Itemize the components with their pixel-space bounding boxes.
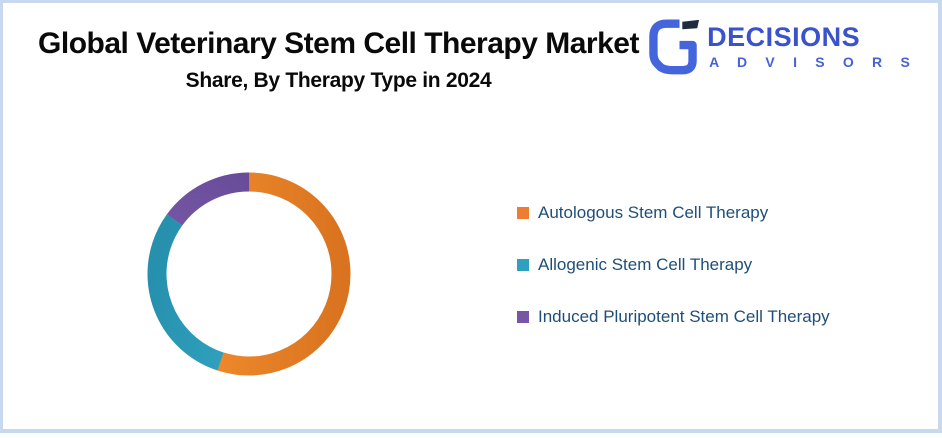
page-title: Global Veterinary Stem Cell Therapy Mark… xyxy=(38,27,639,60)
logo-g-stroke xyxy=(649,19,697,75)
donut-slice-1 xyxy=(147,172,351,376)
legend-item: Allogenic Stem Cell Therapy xyxy=(517,255,830,275)
legend-label: Autologous Stem Cell Therapy xyxy=(538,203,769,222)
legend-item: Autologous Stem Cell Therapy xyxy=(517,203,830,223)
decisions-advisors-logo-icon xyxy=(649,19,700,75)
legend: Autologous Stem Cell Therapy Allogenic St… xyxy=(517,203,830,327)
logo-tagline: A D V I S O R S xyxy=(709,53,917,70)
header: Global Veterinary Stem Cell Therapy Mark… xyxy=(11,27,666,93)
legend-label: Induced Pluripotent Stem Cell Therapy xyxy=(538,307,830,326)
legend-swatch xyxy=(517,259,529,271)
logo-name: DECISIONS xyxy=(707,21,861,52)
logo-text: DECISIONS A D V I S O R S xyxy=(707,23,917,70)
page-subtitle: Share, By Therapy Type in 2024 xyxy=(185,69,492,92)
legend-swatch xyxy=(517,207,529,219)
legend-label: Allogenic Stem Cell Therapy xyxy=(538,255,753,274)
logo-dark-bar xyxy=(682,19,700,30)
logo: DECISIONS A D V I S O R S xyxy=(646,16,917,76)
legend-item: Induced Pluripotent Stem Cell Therapy xyxy=(517,307,830,327)
donut-chart xyxy=(147,172,351,376)
legend-swatch xyxy=(517,311,529,323)
donut-slice-2 xyxy=(147,172,351,376)
